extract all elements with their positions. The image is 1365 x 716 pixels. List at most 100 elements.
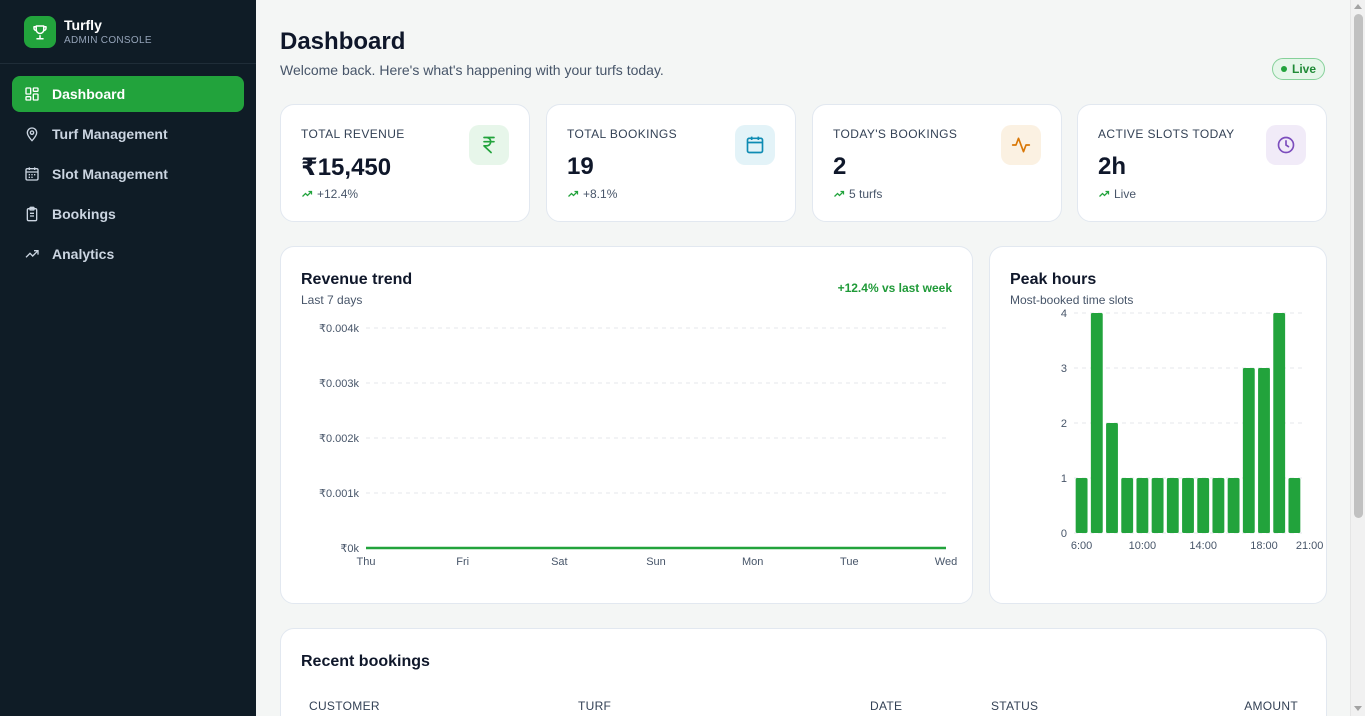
recent-bookings-card: Recent bookings CUSTOMER TURF DATE STATU… [280, 628, 1327, 716]
y-tick-label: 2 [1061, 418, 1067, 430]
page-title: Dashboard [280, 28, 406, 55]
y-tick-label: 1 [1061, 473, 1067, 485]
grid-icon [25, 87, 39, 101]
stat-label: TOTAL REVENUE [301, 127, 405, 141]
scroll-down-icon[interactable] [1354, 706, 1362, 711]
trend-up-icon [302, 190, 313, 197]
stat-value: 2h [1098, 153, 1127, 180]
stat-delta: Live [1098, 187, 1136, 201]
chart-title: Revenue trend [301, 271, 413, 288]
sidebar-item-label: Slot Management [52, 166, 168, 182]
peak-hours-bar [1197, 478, 1210, 533]
clipboard-icon [26, 206, 38, 222]
stat-card-todays-bookings: TODAY'S BOOKINGS 2 5 turfs [812, 104, 1062, 222]
peak-hours-chart: 0 1 2 3 4 6:00 10:00 14:00 18:00 21:00 [1061, 308, 1323, 552]
live-badge: Live [1272, 58, 1326, 80]
sidebar-nav: Dashboard Turf Management Slot Managemen… [0, 64, 256, 288]
brand: Turfly ADMIN CONSOLE [0, 0, 256, 64]
main-content: Dashboard Welcome back. Here's what's ha… [256, 0, 1350, 716]
peak-hours-card: Peak hours Most-booked time slots 0 1 2 3 4 6… [989, 246, 1327, 604]
sidebar-item-label: Dashboard [52, 86, 126, 102]
page-scrollbar[interactable] [1350, 0, 1365, 716]
stat-delta: +12.4% [301, 187, 358, 201]
activity-icon [1001, 125, 1041, 165]
stat-card-total-revenue: TOTAL REVENUE ₹15,450 +12.4% [280, 104, 530, 222]
stat-delta-text: +12.4% [317, 187, 359, 201]
peak-hours-bar [1227, 478, 1240, 533]
x-tick-label: 14:00 [1189, 540, 1217, 552]
chart-subtitle: Most-booked time slots [1010, 293, 1134, 307]
y-tick-label: 0 [1061, 528, 1067, 540]
peak-hours-bar [1288, 478, 1301, 533]
x-tick-label: Sun [646, 556, 666, 568]
sidebar-item-analytics[interactable]: Analytics [12, 236, 244, 272]
trend-up-icon [1099, 190, 1110, 197]
stat-value: 19 [567, 153, 594, 180]
peak-hours-bar [1242, 368, 1255, 533]
y-tick-label: 3 [1061, 363, 1067, 375]
revenue-trend-card: Revenue trend Last 7 days +12.4% vs last… [280, 246, 973, 604]
column-header-customer: CUSTOMER [309, 699, 380, 713]
peak-hours-bar [1151, 478, 1164, 533]
clock-icon [1266, 125, 1306, 165]
y-tick-label: ₹0.001k [319, 488, 360, 500]
sidebar-item-label: Bookings [52, 206, 116, 222]
sidebar-item-bookings[interactable]: Bookings [12, 196, 244, 232]
x-tick-label: Tue [840, 556, 859, 568]
stat-label: TODAY'S BOOKINGS [833, 127, 958, 141]
column-header-turf: TURF [578, 699, 612, 713]
stat-label: TOTAL BOOKINGS [567, 127, 678, 141]
peak-hours-bar [1106, 423, 1118, 533]
x-tick-label: Mon [742, 556, 763, 568]
y-tick-label: ₹0.002k [319, 433, 360, 445]
column-header-amount: AMOUNT [1244, 699, 1298, 713]
peak-hours-bar [1121, 478, 1134, 533]
stat-value: ₹15,450 [301, 154, 392, 181]
chart-comparison-note: +12.4% vs last week [837, 281, 952, 295]
sidebar-item-label: Turf Management [52, 126, 168, 142]
sidebar-item-dashboard[interactable]: Dashboard [12, 76, 244, 112]
brand-name: Turfly [64, 17, 102, 33]
y-tick-label: ₹0.003k [319, 378, 360, 390]
calendar-icon [25, 167, 39, 181]
stat-delta: 5 turfs [833, 187, 882, 201]
peak-hours-bar [1258, 368, 1270, 533]
y-tick-label: 4 [1061, 308, 1067, 320]
peak-hours-bar [1212, 478, 1225, 533]
stat-delta: +8.1% [567, 187, 617, 201]
x-tick-label: 6:00 [1071, 540, 1092, 552]
live-dot-icon [1281, 66, 1287, 72]
x-tick-label: Fri [456, 556, 469, 568]
peak-hours-bar [1273, 313, 1286, 533]
rupee-icon [469, 125, 509, 165]
peak-hours-bar [1136, 478, 1149, 533]
x-tick-label: 18:00 [1250, 540, 1278, 552]
chart-subtitle: Last 7 days [301, 293, 363, 307]
chart-title: Peak hours [1010, 271, 1097, 288]
stat-value: 2 [833, 153, 847, 180]
stat-delta-text: 5 turfs [849, 187, 883, 201]
stat-card-active-slots: ACTIVE SLOTS TODAY 2h Live [1077, 104, 1327, 222]
sidebar: Turfly ADMIN CONSOLE Dashboard Turf Mana… [0, 0, 256, 716]
calendar-icon [735, 125, 775, 165]
x-tick-label: Wed [935, 556, 957, 568]
peak-hours-bar [1166, 478, 1179, 533]
sidebar-item-label: Analytics [52, 246, 115, 262]
scroll-up-icon[interactable] [1354, 4, 1362, 9]
stat-label: ACTIVE SLOTS TODAY [1098, 127, 1235, 141]
revenue-trend-chart: ₹0k ₹0.001k ₹0.002k ₹0.003k ₹0.004k Thu Fri Sat… [319, 323, 957, 568]
trend-up-icon [568, 190, 579, 197]
x-tick-label: Thu [357, 556, 376, 568]
sidebar-item-slot-management[interactable]: Slot Management [12, 156, 244, 192]
trophy-icon [24, 15, 56, 48]
sidebar-item-turf-management[interactable]: Turf Management [12, 116, 244, 152]
peak-hours-bar [1075, 478, 1088, 533]
stat-delta-text: Live [1114, 187, 1137, 201]
live-badge-label: Live [1292, 62, 1317, 76]
scrollbar-thumb[interactable] [1354, 14, 1363, 518]
stat-delta-text: +8.1% [583, 187, 618, 201]
trend-up-icon [25, 250, 39, 258]
section-title: Recent bookings [301, 653, 430, 670]
stat-card-total-bookings: TOTAL BOOKINGS 19 +8.1% [546, 104, 796, 222]
y-tick-label: ₹0.004k [319, 323, 360, 335]
